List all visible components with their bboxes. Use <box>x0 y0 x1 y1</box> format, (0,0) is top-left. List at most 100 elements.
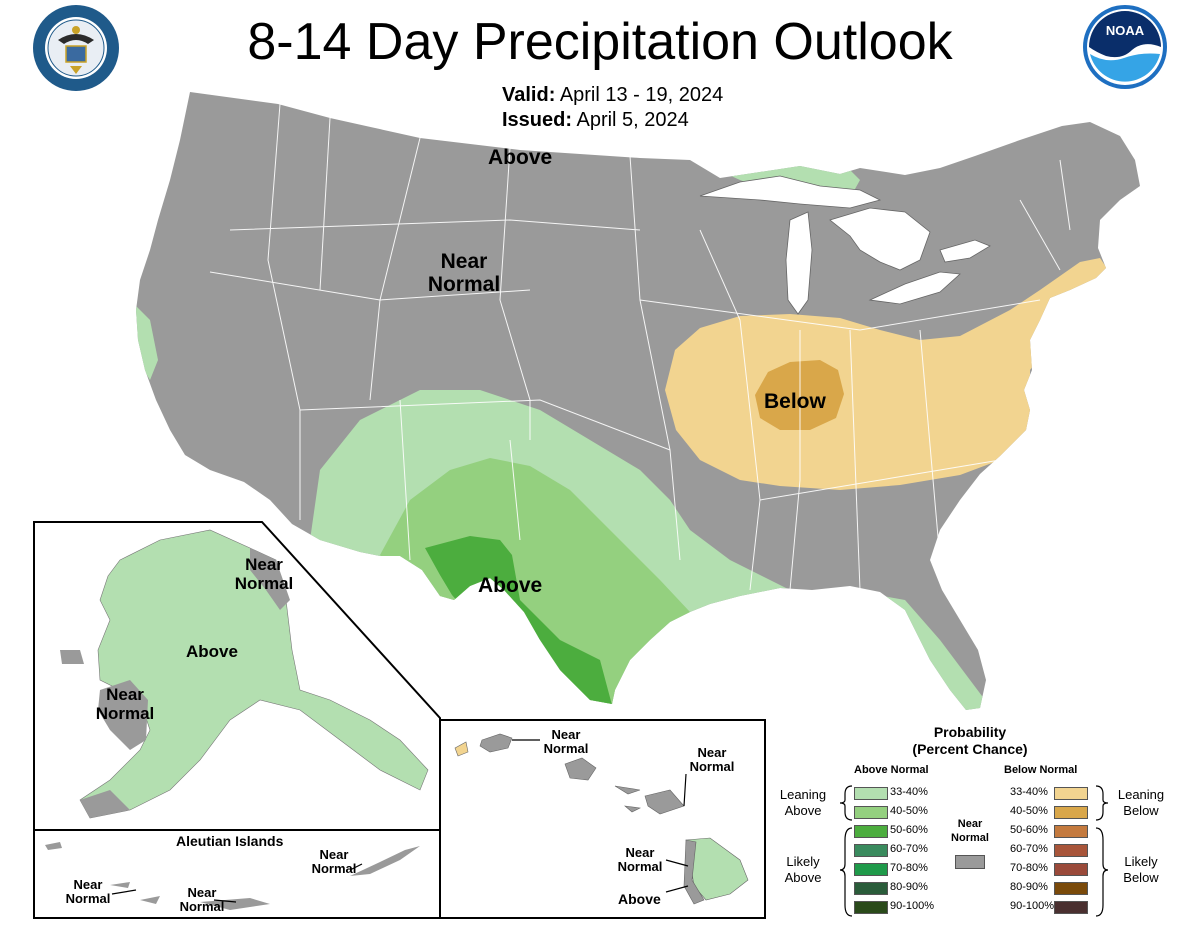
legend-above-swatch <box>854 863 888 876</box>
hawaii-leader-lines <box>512 739 689 893</box>
valid-line: Valid: April 13 - 19, 2024 <box>502 84 723 107</box>
legend-above-label: 70-80% <box>890 862 928 874</box>
label-near-normal-line1: Near <box>440 250 488 273</box>
legend-title-line2: (Percent Chance) <box>912 740 1028 757</box>
commerce-seal-icon <box>33 5 119 91</box>
label-hawaii-near-a: Near Normal <box>538 727 594 757</box>
legend-near-normal-label: Near Normal <box>940 818 1000 846</box>
legend-title: Probability (Percent Chance) <box>880 724 1060 758</box>
legend-above-label: 50-60% <box>890 824 928 836</box>
label-line: Near <box>187 885 217 900</box>
label-line: Leaning <box>779 787 827 802</box>
hawaii-map <box>454 733 749 905</box>
legend-above-swatch <box>854 787 888 800</box>
label-line: Normal <box>543 741 589 757</box>
legend-below-swatch <box>1054 882 1088 895</box>
label-line: Likely <box>1124 854 1158 869</box>
legend-above-swatch <box>854 901 888 914</box>
legend-below-swatch <box>1054 863 1088 876</box>
label-near-normal-line2: Normal <box>427 273 501 297</box>
map-title: 8-14 Day Precipitation Outlook <box>247 13 953 71</box>
aleutian-islands-map <box>45 842 420 910</box>
legend-below-swatch <box>1054 901 1088 914</box>
noaa-logo-text: NOAA <box>1106 23 1145 38</box>
label-line: Below <box>1123 803 1159 819</box>
label-line: Near <box>319 847 349 862</box>
issued-line: Issued: April 5, 2024 <box>502 109 689 132</box>
legend-below-label: 70-80% <box>1010 862 1048 874</box>
legend-below-swatch <box>1054 825 1088 838</box>
legend-leaning-below: Leaning Below <box>1108 787 1174 820</box>
label-above-north: Above <box>488 146 553 169</box>
legend-above-label: 60-70% <box>890 843 928 855</box>
label-line: Below <box>1123 870 1159 886</box>
label-line: Normal <box>689 759 735 775</box>
label-line: Near <box>697 745 727 760</box>
label-line: Near <box>245 555 283 574</box>
label-line: Near <box>625 845 655 860</box>
legend-below-header: Below Normal <box>1004 764 1078 776</box>
aleutian-title: Aleutian Islands <box>176 833 284 849</box>
label-hawaii-above: Above <box>618 891 661 907</box>
legend-above-swatch <box>854 806 888 819</box>
label-near-normal-conus: Near Normal <box>424 250 504 296</box>
label-line: Normal <box>179 899 225 915</box>
legend-above-label: 90-100% <box>890 900 935 912</box>
label-line: Likely <box>786 854 820 869</box>
label-line: Normal <box>617 859 663 875</box>
label-line: Normal <box>311 861 357 877</box>
legend-likely-above: Likely Above <box>770 854 836 887</box>
valid-dates: April 13 - 19, 2024 <box>559 84 724 106</box>
legend-above-header: Above Normal <box>854 764 929 776</box>
legend-above-label: 80-90% <box>890 881 928 893</box>
legend-above-swatch <box>854 825 888 838</box>
below-33-40-region <box>665 258 1108 490</box>
label-line: Above <box>784 803 822 819</box>
label-line: Near <box>73 877 103 892</box>
issued-date: April 5, 2024 <box>576 109 689 131</box>
state-borders <box>209 103 1071 591</box>
label-alaska-above: Above <box>186 642 238 661</box>
label-below: Below <box>764 390 826 413</box>
label-line: Near <box>106 685 144 704</box>
legend-below-label: 33-40% <box>1010 786 1048 798</box>
label-hawaii-near-b: Near Normal <box>684 745 740 775</box>
legend-above-swatch <box>854 844 888 857</box>
legend-below-label: 50-60% <box>1010 824 1048 836</box>
label-aleutian-near-a: Near Normal <box>60 877 116 907</box>
legend-title-line1: Probability <box>933 724 1007 740</box>
above-50-60-region <box>425 536 612 705</box>
label-line: Above <box>784 870 822 886</box>
legend-below-label: 60-70% <box>1010 843 1048 855</box>
aleutian-leader-lines <box>111 863 363 903</box>
label-alaska-near-west: Near Normal <box>90 685 160 723</box>
legend-brackets <box>839 785 1109 917</box>
noaa-logo-icon: NOAA <box>1083 5 1167 89</box>
valid-label: Valid: <box>502 84 556 106</box>
legend-below-swatch <box>1054 806 1088 819</box>
label-line: Normal <box>65 891 111 907</box>
legend-above-label: 40-50% <box>890 805 928 817</box>
label-line: Normal <box>234 573 294 593</box>
legend-below-label: 80-90% <box>1010 881 1048 893</box>
legend-above-label: 33-40% <box>890 786 928 798</box>
legend-near-normal-swatch <box>955 855 985 869</box>
label-line: Normal <box>95 703 155 723</box>
label-alaska-near-ne: Near Normal <box>230 555 298 593</box>
legend-below-label: 90-100% <box>1010 900 1055 912</box>
label-line: Normal <box>951 831 989 844</box>
above-40-50-region <box>380 458 690 710</box>
legend-leaning-above: Leaning Above <box>770 787 836 820</box>
label-line: Leaning <box>1117 787 1165 802</box>
label-above-south: Above <box>478 574 543 597</box>
issued-label: Issued: <box>502 109 573 131</box>
legend-likely-below: Likely Below <box>1108 854 1174 887</box>
legend-above-swatch <box>854 882 888 895</box>
legend-below-swatch <box>1054 787 1088 800</box>
great-lakes <box>699 175 991 315</box>
legend-below-swatch <box>1054 844 1088 857</box>
label-line: Near <box>957 818 983 830</box>
label-aleutian-near-c: Near Normal <box>306 847 362 877</box>
label-aleutian-near-b: Near Normal <box>174 885 230 915</box>
